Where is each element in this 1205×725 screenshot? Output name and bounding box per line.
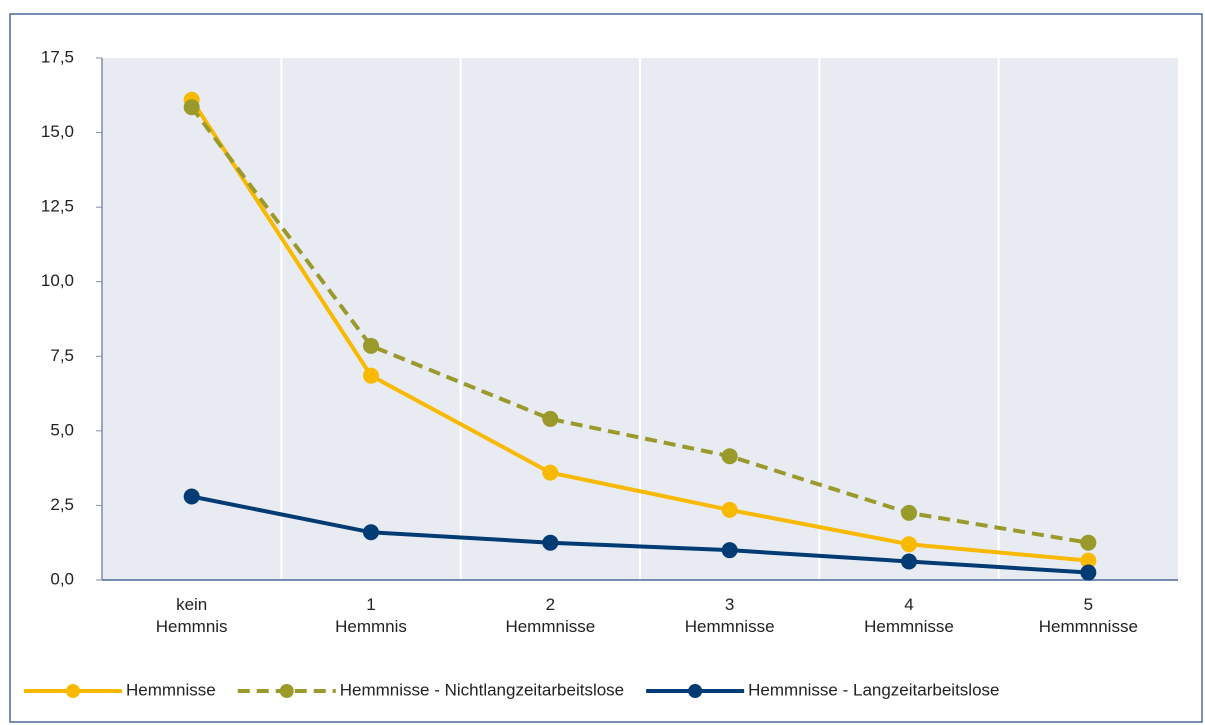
y-tick-label: 12,5 [41,197,74,216]
point [542,410,559,427]
point [183,488,200,505]
point [542,534,559,551]
point [721,501,738,518]
series-line [190,106,1089,545]
series-line [191,494,1089,575]
point [901,553,917,570]
point [183,99,200,116]
legend-marker [279,684,294,698]
point [721,448,738,465]
y-tick-label: 15,0 [41,122,74,141]
point [901,536,917,553]
point [363,367,379,384]
legend-label: Hemmnisse [126,680,216,699]
x-tick-label: 4 Hemmnisse [864,595,954,636]
point [542,464,559,481]
point [1080,534,1097,551]
point [363,524,379,541]
series-line [189,98,1089,563]
point [1080,552,1097,569]
x-tick-label: 5 Hemmnnisse [1039,595,1138,636]
y-tick-label: 2,5 [50,495,74,514]
y-tick-label: 5,0 [50,420,74,439]
x-tick-label: 2 Hemmnisse [505,595,595,636]
point [1080,564,1097,581]
point [721,542,738,559]
x-tick-label: kein Hemmnis [156,595,228,636]
x-tick-label: 3 Hemmnisse [685,595,775,636]
point [901,504,917,521]
y-tick-label: 10,0 [41,271,74,290]
x-tick-label: 1 Hemmnis [335,595,407,636]
y-tick-label: 0,0 [50,569,74,588]
legend-marker [66,684,80,698]
legend-marker [688,684,703,698]
legend-label: Hemmnisse - Nichtlangzeitarbeitslose [340,680,624,699]
legend-label: Hemmnisse - Langzeitarbeitslose [748,680,999,699]
point [363,337,379,354]
y-tick-label: 17,5 [41,47,74,66]
y-tick-label: 7,5 [50,346,74,365]
